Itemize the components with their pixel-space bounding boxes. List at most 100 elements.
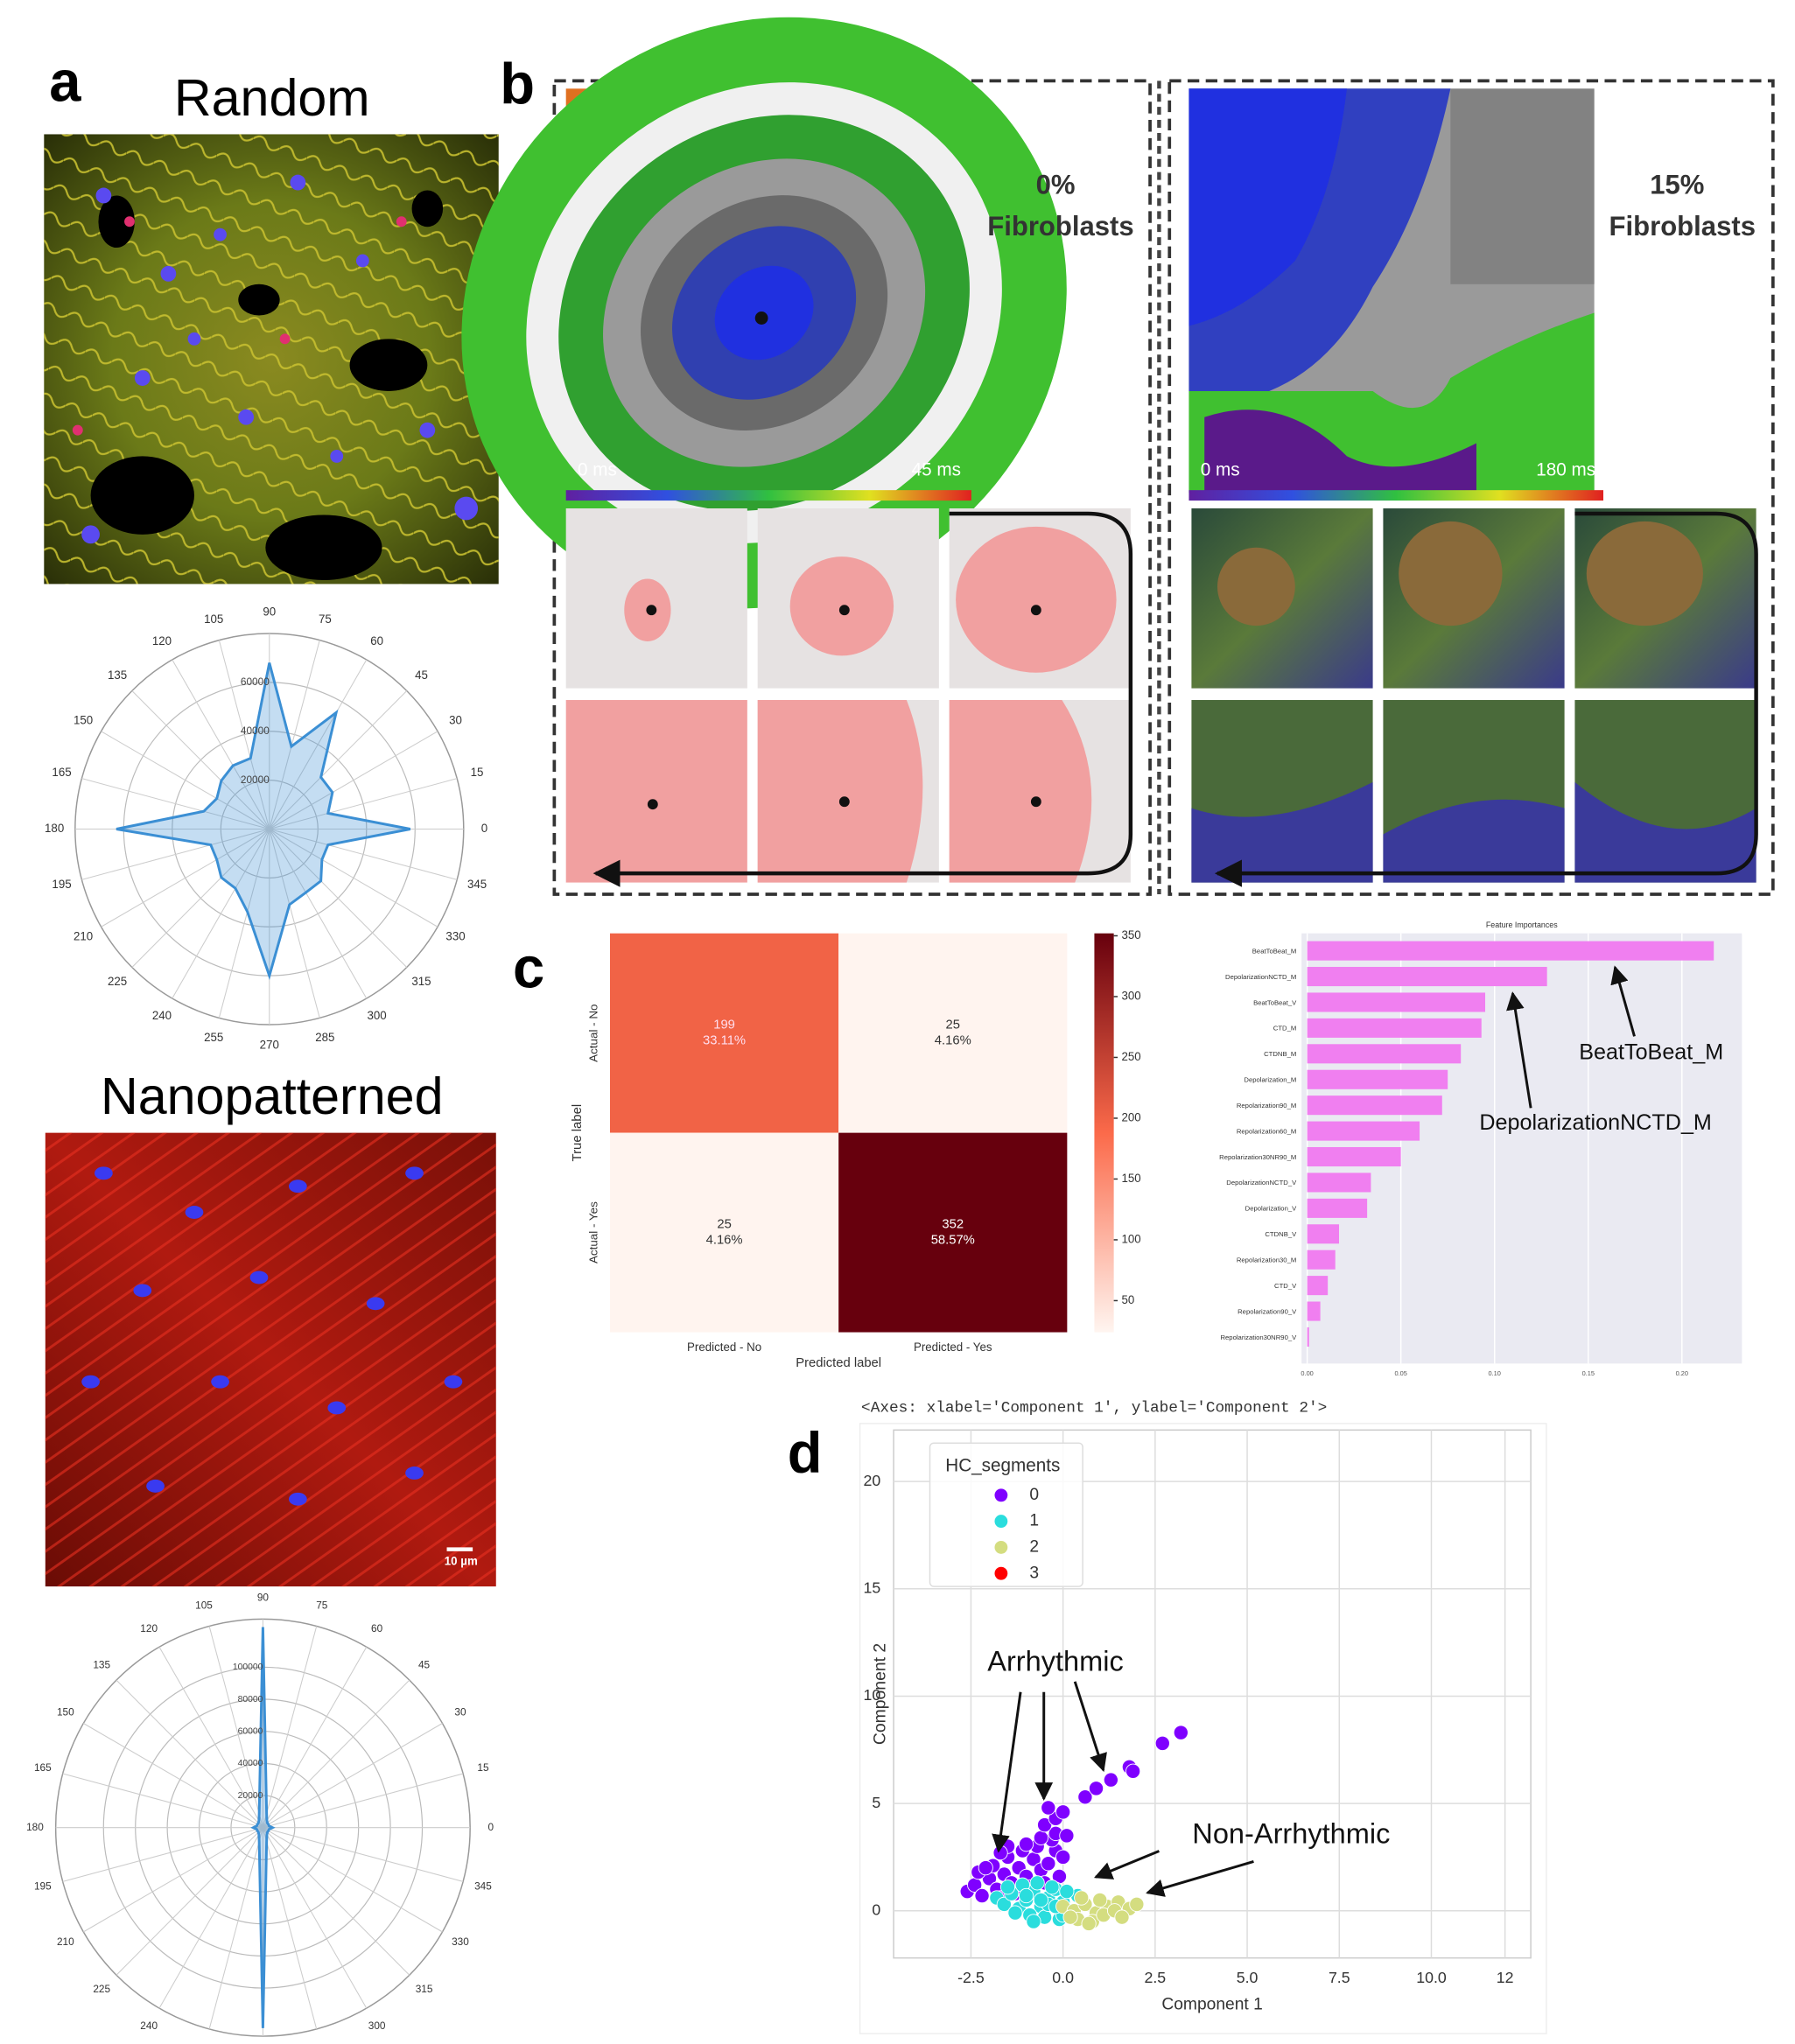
- image-title: Random: [174, 68, 370, 127]
- x-tick-label: 0.00: [1301, 1369, 1313, 1377]
- scale-min: 0 ms: [1201, 459, 1240, 480]
- angular-grid: [269, 829, 408, 968]
- angle-label: 315: [416, 1983, 433, 1995]
- angular-grid: [269, 778, 458, 830]
- angle-label: 105: [195, 1600, 213, 1612]
- angle-label: 195: [52, 878, 71, 891]
- angle-label: 75: [316, 1600, 328, 1612]
- angle-label: 345: [467, 878, 487, 891]
- angular-grid: [269, 731, 438, 830]
- radial-label: 100000: [233, 1662, 263, 1672]
- bar: [1307, 1146, 1401, 1167]
- x-tick-label: 12: [1497, 1969, 1514, 1986]
- y-tick-label: Actual - No: [587, 1004, 600, 1062]
- angle-label: 285: [315, 1031, 334, 1044]
- y-tick-label: BeatToBeat_M: [1252, 947, 1296, 955]
- cell-percent: 4.16%: [935, 1033, 971, 1047]
- scatter-point: [1059, 1883, 1075, 1900]
- scatter-point: [999, 1880, 1016, 1895]
- y-tick-label: Repolarization90_V: [1238, 1307, 1297, 1315]
- bar: [1307, 1301, 1321, 1321]
- panel-label: a: [49, 49, 81, 113]
- scatter-point: [1055, 1804, 1071, 1820]
- scale-bar-label: 10 µm: [445, 1554, 478, 1567]
- y-tick-label: 5: [872, 1794, 880, 1811]
- scatter-point: [1018, 1887, 1034, 1904]
- angular-grid: [269, 829, 438, 928]
- x-tick-label: 0.20: [1676, 1369, 1688, 1377]
- scale-max: 180 ms: [1536, 459, 1595, 480]
- x-tick-label: 10.0: [1416, 1969, 1447, 1986]
- scatter-point: [1041, 1856, 1056, 1872]
- heatmap-cell: [609, 1132, 839, 1333]
- angle-label: 285: [313, 2042, 331, 2044]
- angular-grid: [172, 829, 270, 999]
- angular-grid: [263, 1679, 410, 1829]
- scatter-point: [1154, 1735, 1170, 1752]
- cell-percent: 4.16%: [706, 1233, 743, 1247]
- radial-label: 40000: [238, 1759, 263, 1768]
- angular-grid: [62, 1773, 263, 1829]
- y-tick-label: CTDNB_V: [1265, 1230, 1297, 1238]
- bar: [1307, 967, 1547, 987]
- micrograph-nanopatterned: [45, 1132, 496, 1587]
- angular-grid: [131, 829, 270, 968]
- angular-grid: [269, 690, 408, 830]
- x-tick-label: Predicted - Yes: [914, 1340, 992, 1354]
- map-label: 15%: [1650, 169, 1704, 200]
- angle-label: 300: [368, 1009, 387, 1022]
- bar: [1307, 1018, 1482, 1038]
- scatter-point: [1103, 1772, 1118, 1788]
- angle-label: 90: [263, 606, 276, 619]
- angular-grid: [263, 1827, 464, 1882]
- angular-grid: [269, 659, 368, 830]
- angle-label: 330: [452, 1936, 469, 1948]
- angle-label: 315: [411, 975, 431, 988]
- angular-grid: [62, 1827, 263, 1882]
- x-tick-label: 5.0: [1237, 1969, 1259, 1986]
- annotation-arrows: [992, 965, 1636, 1897]
- radial-label: 40000: [241, 724, 270, 737]
- bar: [1307, 1069, 1448, 1089]
- bar: [1307, 941, 1714, 961]
- scatter-point: [1114, 1909, 1130, 1925]
- bar: [1307, 1198, 1368, 1218]
- bar: [1307, 992, 1486, 1012]
- colorbar-label: 300: [1122, 989, 1141, 1002]
- panel-label: d: [788, 1421, 823, 1485]
- angle-label: 90: [257, 1592, 270, 1604]
- angular-grid: [158, 1647, 263, 1828]
- angular-grid: [269, 829, 458, 880]
- angle-label: 120: [140, 1622, 158, 1634]
- angle-label: 120: [152, 634, 172, 648]
- angle-label: 60: [370, 634, 383, 648]
- chart-title: Feature Importances: [1486, 920, 1558, 929]
- scatter-point: [1018, 1837, 1034, 1852]
- polar-area: [116, 662, 411, 981]
- y-tick-label: Repolarization30NR90_M: [1219, 1153, 1296, 1161]
- micrograph-random: [44, 134, 499, 584]
- angular-grid: [269, 829, 320, 1018]
- angle-label: 225: [108, 975, 127, 988]
- annotation: Non-Arrhythmic: [1192, 1816, 1390, 1849]
- scatter-point: [1026, 1914, 1041, 1929]
- angular-grid: [262, 1626, 318, 1828]
- angular-grid: [131, 690, 270, 830]
- bar: [1307, 1121, 1420, 1141]
- legend-label: 0: [1029, 1486, 1039, 1504]
- angular-grid: [269, 640, 320, 830]
- angle-label: 240: [152, 1009, 172, 1022]
- bar: [1307, 1250, 1336, 1270]
- panel-label: c: [513, 935, 544, 999]
- scatter-point: [1029, 1875, 1045, 1891]
- annotation: BeatToBeat_M: [1579, 1040, 1723, 1064]
- bar: [1307, 1326, 1309, 1348]
- cell-percent: 58.57%: [931, 1233, 975, 1247]
- angular-grid: [218, 829, 270, 1018]
- colorbar-label: 350: [1122, 928, 1141, 942]
- angle-label: 270: [260, 1038, 279, 1051]
- angle-label: 300: [368, 2020, 386, 2032]
- angle-label: 45: [418, 1658, 431, 1670]
- angular-grid: [83, 1723, 263, 1829]
- angular-grid: [172, 659, 270, 830]
